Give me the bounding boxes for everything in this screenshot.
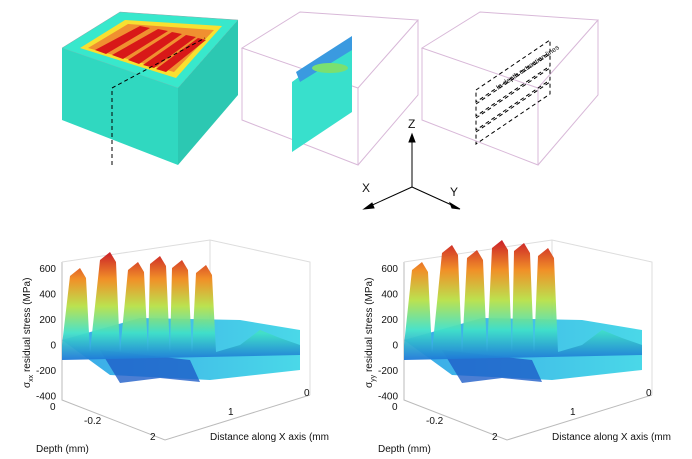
distance-tick-label: 2 — [492, 432, 498, 443]
axis-z: Z — [408, 117, 415, 131]
stress-text: residual stress (MPa) — [22, 278, 33, 375]
axis-triad — [362, 132, 461, 210]
distance-label: Distance along X axis (mm — [210, 432, 329, 443]
z-tick-label: 0 — [392, 341, 398, 352]
z-tick-label: 600 — [381, 264, 398, 275]
distance-tick-label: 2 — [150, 432, 156, 443]
z-tick-label: -200 — [378, 366, 398, 377]
depth-label: Depth (mm) — [378, 444, 431, 455]
z-tick-label: -200 — [36, 366, 56, 377]
stress-symbol: σ — [364, 381, 375, 388]
depth-tick-label: -0.2 — [84, 416, 102, 427]
z-tick-label: -400 — [378, 392, 398, 403]
frame — [61, 262, 311, 441]
z-tick-label: 400 — [381, 290, 398, 301]
distance-tick-label: 0 — [304, 388, 310, 399]
axis-x: X — [362, 181, 370, 195]
frame — [403, 262, 653, 441]
distance-tick-label: 0 — [646, 388, 652, 399]
distance-label: Distance along X axis (mm — [552, 432, 671, 443]
z-tick-label: 200 — [39, 315, 56, 326]
axis-y: Y — [450, 185, 458, 199]
frame — [61, 239, 311, 395]
z-tick-label: -400 — [36, 392, 56, 403]
z-tick-label: 400 — [39, 290, 56, 301]
distance-tick-label: 1 — [228, 407, 234, 418]
depth-tick-label: 0 — [392, 402, 398, 413]
depth-tick-label: 0 — [50, 402, 56, 413]
stress-symbol: σ — [22, 381, 33, 388]
depth-label: Depth (mm) — [36, 444, 89, 455]
z-tick-label: 600 — [39, 264, 56, 275]
depth-tick-label: -0.2 — [426, 416, 444, 427]
stress-sub: yy — [370, 374, 377, 382]
stress-text: residual stress (MPa) — [364, 278, 375, 375]
stress-label: σyy residual stress (MPa) — [364, 278, 377, 388]
stress-label: σxx residual stress (MPa) — [22, 278, 35, 388]
surface-peaks — [62, 252, 300, 360]
z-tick-label: 200 — [381, 315, 398, 326]
surface-peaks — [404, 240, 642, 360]
frame — [403, 239, 653, 395]
block-full — [61, 11, 239, 165]
stress-sub: xx — [28, 374, 35, 382]
block-cut — [240, 11, 420, 166]
z-tick-label: 0 — [50, 341, 56, 352]
block-lines: In-depth extraction lines — [420, 11, 600, 166]
distance-tick-label: 1 — [570, 407, 576, 418]
